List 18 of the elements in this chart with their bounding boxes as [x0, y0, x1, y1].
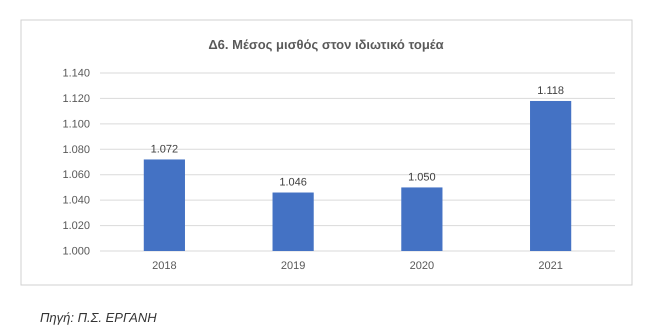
x-tick-label: 2019 [280, 260, 306, 272]
data-label: 1.050 [408, 171, 436, 184]
y-tick-label: 1.040 [62, 194, 90, 207]
y-tick-label: 1.060 [62, 169, 90, 182]
x-tick-label: 2020 [410, 260, 434, 272]
x-tick-label: 2021 [538, 260, 563, 272]
y-tick-label: 1.100 [62, 118, 90, 130]
y-tick-label: 1.120 [62, 92, 90, 105]
chart-title: Δ6. Μέσος μισθός στον ιδιωτικό τομέα [208, 37, 444, 52]
y-tick-label: 1.020 [62, 220, 90, 232]
y-tick-label: 1.080 [62, 144, 90, 156]
y-tick-label: 1.140 [62, 68, 90, 80]
text: Πηγή: Π.Σ. ΕΡΓΑΝΗ [40, 310, 158, 325]
y-tick-label: 1.000 [62, 246, 90, 258]
data-label: 1.072 [150, 143, 178, 156]
data-label: 1.118 [537, 84, 564, 97]
x-tick-label: 2018 [152, 260, 177, 272]
data-label: 1.046 [279, 176, 307, 189]
